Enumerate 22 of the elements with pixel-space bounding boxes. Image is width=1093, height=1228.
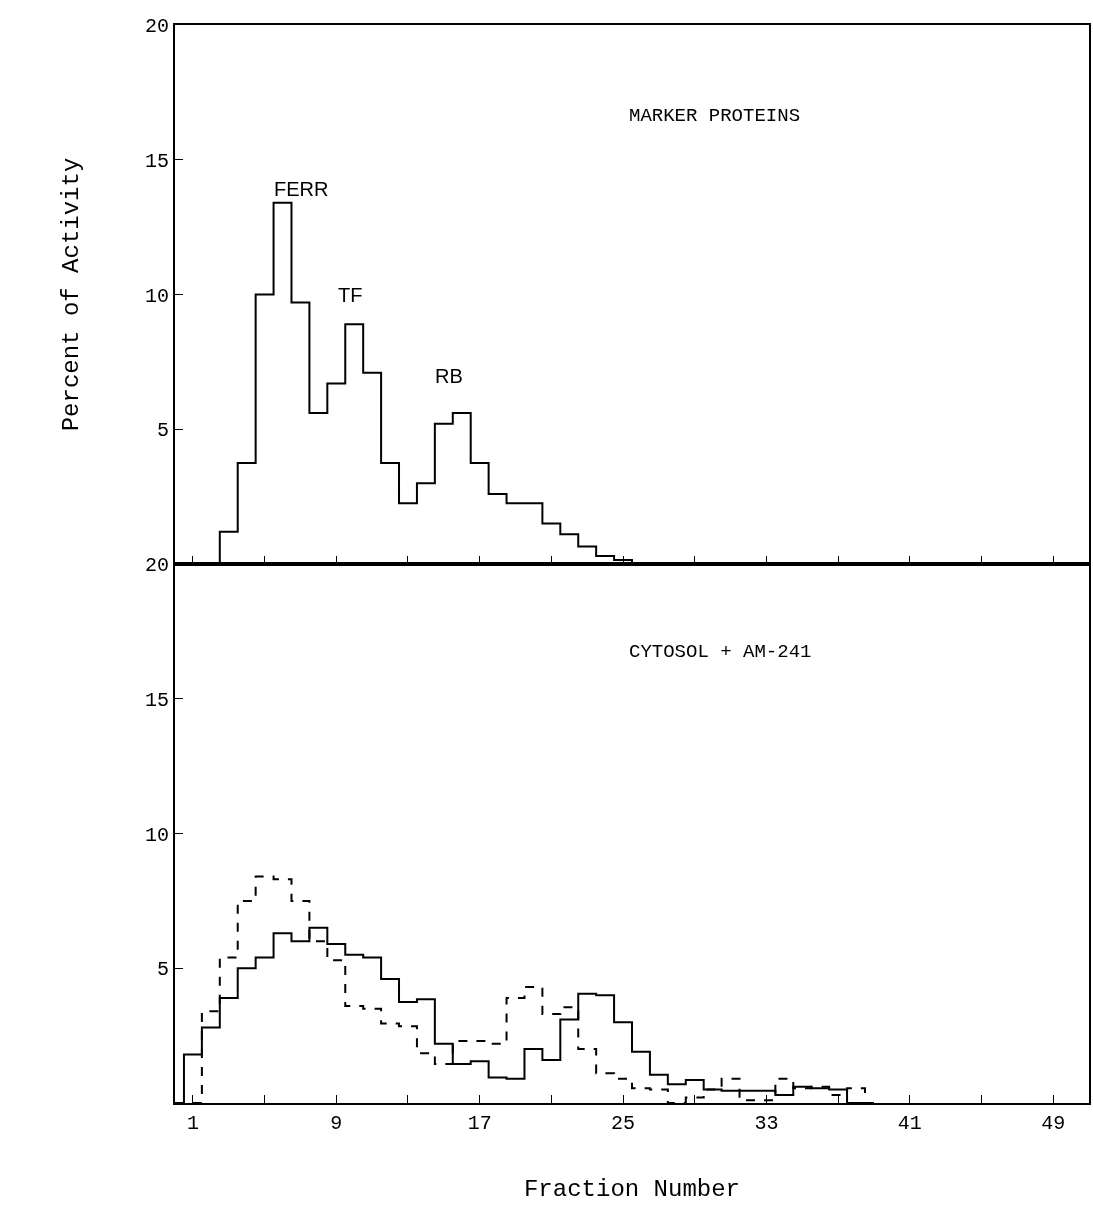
y-tick-label: 10: [144, 823, 169, 847]
x-tick-label: 49: [1041, 1112, 1066, 1135]
y-tick-label: 5: [156, 958, 169, 982]
y-tick-label: 5: [156, 419, 169, 443]
y-tick-label: 15: [144, 688, 169, 712]
x-tick-label: 41: [897, 1112, 922, 1135]
annotation: CYTOSOL + AM-241: [629, 641, 812, 663]
y-axis-title: Percent of Activity: [57, 157, 85, 432]
y-tick-label: 20: [144, 15, 169, 38]
x-tick-label: 17: [467, 1112, 492, 1135]
y-tick-label: 20: [144, 554, 169, 577]
x-tick-label: 1: [186, 1112, 199, 1135]
annotation: TF: [338, 284, 363, 306]
x-tick-label: 9: [330, 1112, 343, 1135]
annotation: RB: [435, 365, 463, 387]
annotation: FERR: [274, 178, 329, 200]
y-tick-label: 15: [144, 149, 169, 173]
y-tick-label: 10: [144, 284, 169, 308]
annotation: MARKER PROTEINS: [629, 105, 801, 127]
x-tick-label: 33: [754, 1112, 779, 1135]
x-axis-title: Fraction Number: [523, 1175, 741, 1203]
x-tick-label: 25: [611, 1112, 636, 1135]
